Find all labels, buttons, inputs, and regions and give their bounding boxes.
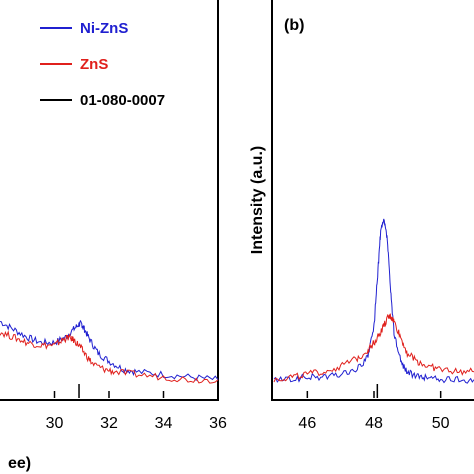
legend-label-reference: 01-080-0007: [80, 92, 165, 109]
panel-a-x-tick-label: 32: [100, 415, 118, 432]
panel-a-x-axis-label: ee): [8, 455, 31, 472]
panel-a-x-ticks: 30 32 34 36: [46, 391, 227, 432]
panel-b-x-tick-label: 48: [365, 415, 383, 432]
panel-a-series-ni-zns: [0, 319, 219, 381]
panel-b-series: [273, 218, 474, 384]
panel-b-y-axis-label: Intensity (a.u.): [249, 146, 266, 254]
legend: Ni-ZnS ZnS 01-080-0007: [40, 20, 165, 109]
panel-a-series: [0, 319, 219, 384]
reference-lines: [78, 384, 379, 398]
panel-b-x-tick-label: 46: [298, 415, 316, 432]
legend-label-zns: ZnS: [80, 56, 108, 73]
panel-b-x-ticks: 46 48 50: [298, 391, 450, 432]
panel-a-series-zns: [0, 330, 219, 384]
panel-b-x-tick-label: 50: [432, 415, 450, 432]
legend-label-ni-zns: Ni-ZnS: [80, 20, 128, 37]
panel-a-x-tick-label: 30: [46, 415, 64, 432]
panel-b-label: (b): [284, 17, 304, 34]
panel-b-series-ni-zns: [273, 218, 474, 384]
panel-a-x-tick-label: 36: [209, 415, 227, 432]
panel-a-x-tick-label: 34: [155, 415, 173, 432]
panel-b-series-zns: [273, 313, 474, 383]
panel-b-frame: [271, 0, 474, 401]
panel-a-frame: [0, 0, 219, 401]
